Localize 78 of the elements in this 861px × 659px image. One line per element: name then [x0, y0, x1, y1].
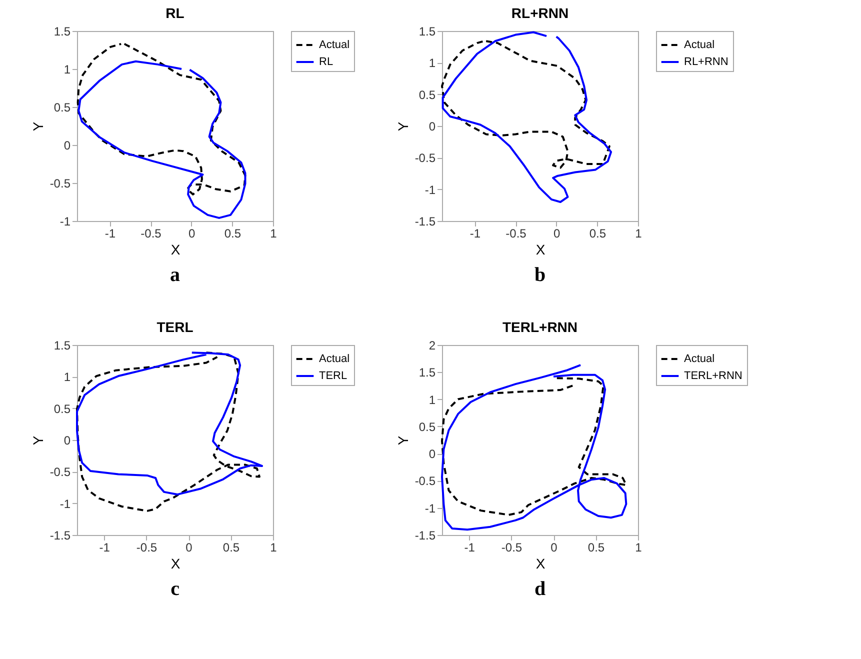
- x-tick-label: -0.5: [506, 226, 527, 240]
- y-tick-label: 1: [428, 56, 436, 70]
- chart-title: RL: [166, 5, 185, 21]
- x-tick-label: -1: [104, 226, 116, 240]
- line-series: [441, 40, 610, 169]
- y-tick-label: -0.5: [50, 465, 71, 480]
- line-series: [441, 377, 628, 516]
- y-tick-label: 1: [428, 392, 436, 407]
- legend-label: TERL: [319, 370, 348, 382]
- y-tick-label: 0.5: [418, 420, 436, 434]
- y-tick-label: -1: [424, 501, 436, 516]
- y-axis-title: Y: [30, 121, 46, 132]
- legend-label: RL+RNN: [684, 56, 728, 68]
- line-series: [442, 31, 612, 203]
- y-tick-label: 1: [64, 62, 71, 76]
- x-tick-label: 0: [186, 540, 193, 554]
- legend-label: Actual: [319, 39, 350, 51]
- x-tick-label: 1: [635, 226, 642, 240]
- x-tick-label: -0.5: [140, 226, 162, 240]
- x-tick-label: -0.5: [501, 540, 522, 554]
- y-tick-label: 0: [428, 120, 436, 134]
- x-axis-title: X: [536, 556, 546, 572]
- y-tick-label: 1.5: [418, 24, 436, 38]
- chart-title: TERL+RNN: [502, 319, 578, 335]
- y-tick-label: 1.5: [54, 338, 71, 352]
- x-tick-label: 0: [553, 226, 560, 240]
- y-tick-label: -0.5: [50, 176, 71, 190]
- y-tick-label: 0.5: [54, 100, 71, 114]
- y-tick-label: -1: [60, 214, 71, 228]
- legend-label: Actual: [684, 353, 715, 365]
- y-tick-label: -1.5: [414, 528, 436, 542]
- y-axis-title: Y: [394, 435, 411, 446]
- x-tick-label: 0.5: [589, 226, 606, 240]
- x-tick-label: 0.5: [224, 226, 242, 240]
- x-axis-title: X: [170, 556, 181, 572]
- y-tick-label: 0: [428, 447, 436, 462]
- line-series: [76, 42, 246, 196]
- y-tick-label: 0: [64, 138, 71, 152]
- chart-title: RL+RNN: [511, 5, 569, 21]
- y-tick-label: 2: [428, 338, 436, 352]
- y-axis-title: Y: [30, 435, 46, 446]
- y-tick-label: 1.5: [54, 24, 71, 38]
- x-tick-label: -1: [99, 540, 110, 554]
- y-tick-label: 0.5: [54, 402, 71, 416]
- y-tick-label: -0.5: [414, 474, 436, 488]
- line-series: [441, 364, 628, 531]
- x-axis-title: X: [536, 242, 546, 258]
- x-tick-label: 0: [188, 226, 196, 240]
- text: a: [170, 264, 180, 286]
- x-tick-label: 0.5: [588, 540, 605, 554]
- text: b: [534, 264, 546, 286]
- text: d: [534, 578, 546, 600]
- x-axis-title: X: [170, 242, 181, 258]
- y-tick-label: -1: [60, 496, 71, 511]
- line-series: [78, 60, 246, 219]
- y-tick-label: 0: [64, 434, 71, 448]
- legend-label: TERL+RNN: [684, 370, 742, 382]
- y-tick-label: -1.5: [50, 528, 71, 542]
- chart-title: TERL: [156, 319, 194, 335]
- y-tick-label: -1.5: [414, 214, 436, 228]
- legend-label: Actual: [319, 353, 350, 365]
- legend-label: RL: [319, 56, 334, 68]
- x-tick-label: -0.5: [136, 540, 158, 554]
- y-tick-label: -0.5: [414, 151, 436, 166]
- y-tick-label: 1.5: [418, 366, 436, 380]
- x-tick-label: 1: [635, 540, 642, 554]
- x-tick-label: -1: [464, 540, 476, 554]
- y-tick-label: -1: [424, 182, 436, 197]
- x-tick-label: 1: [270, 226, 278, 240]
- y-tick-label: 1: [64, 370, 71, 384]
- legend-label: Actual: [684, 39, 715, 51]
- y-tick-label: 0.5: [418, 88, 436, 102]
- y-axis-title: Y: [394, 121, 411, 132]
- x-tick-label: 1: [270, 540, 278, 554]
- x-tick-label: 0: [550, 540, 558, 554]
- text: c: [170, 578, 180, 600]
- x-tick-label: -1: [470, 226, 481, 240]
- x-tick-label: 0.5: [222, 540, 240, 554]
